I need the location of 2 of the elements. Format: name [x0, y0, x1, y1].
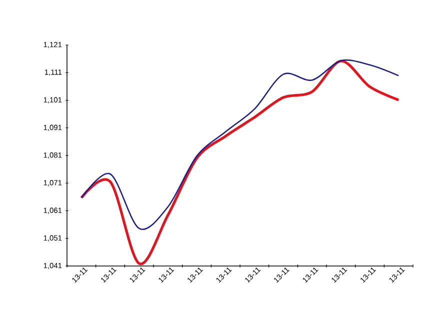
line-series — [80, 59, 400, 230]
line-series — [80, 60, 400, 266]
